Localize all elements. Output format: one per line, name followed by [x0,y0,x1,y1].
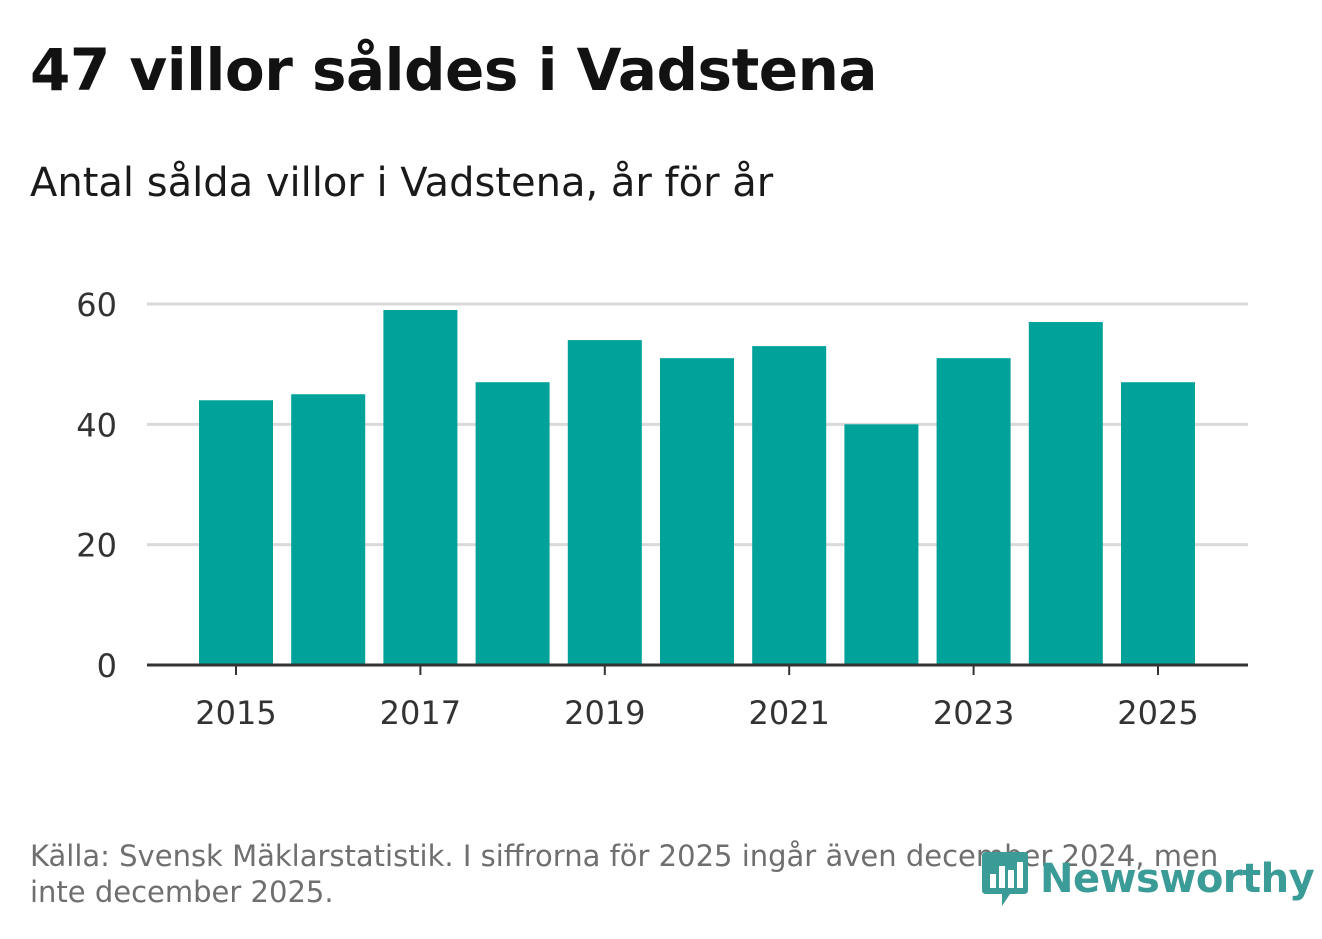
x-tick-label: 2015 [195,694,276,732]
bar-2018 [475,382,550,665]
x-tick-label: 2017 [380,694,461,732]
bar-2025 [1121,382,1195,665]
bar-2022 [844,424,919,665]
bar-chart: 0 20 40 60 2015 2017 2019 2021 2023 2025 [76,286,1248,732]
axes: 0 20 40 60 2015 2017 2019 2021 2023 2025 [76,286,1248,732]
bar-2017 [383,310,458,665]
brand-logo: Newsworthy [980,850,1315,908]
y-tick-label: 60 [76,286,117,324]
x-tick-label: 2019 [564,694,645,732]
chart-subtitle: Antal sålda villor i Vadstena, år för år [30,160,774,206]
newsworthy-logo-icon [982,852,1028,906]
y-tick-label: 20 [76,527,117,565]
bar-2023 [936,358,1011,665]
bar-2015 [199,400,273,665]
bar-2019 [567,340,642,665]
y-tick-label: 40 [76,406,117,444]
bar-2020 [660,358,734,665]
y-tick-label: 0 [97,647,117,685]
x-tick-label: 2025 [1117,694,1198,732]
brand-name: Newsworthy [1040,856,1315,902]
x-tick-label: 2023 [933,694,1014,732]
x-tick-label: 2021 [748,694,829,732]
bar-2021 [752,346,827,665]
bars [199,310,1195,665]
bar-2016 [291,394,366,665]
chart-title: 47 villor såldes i Vadstena [30,36,878,104]
bar-2024 [1028,322,1103,665]
